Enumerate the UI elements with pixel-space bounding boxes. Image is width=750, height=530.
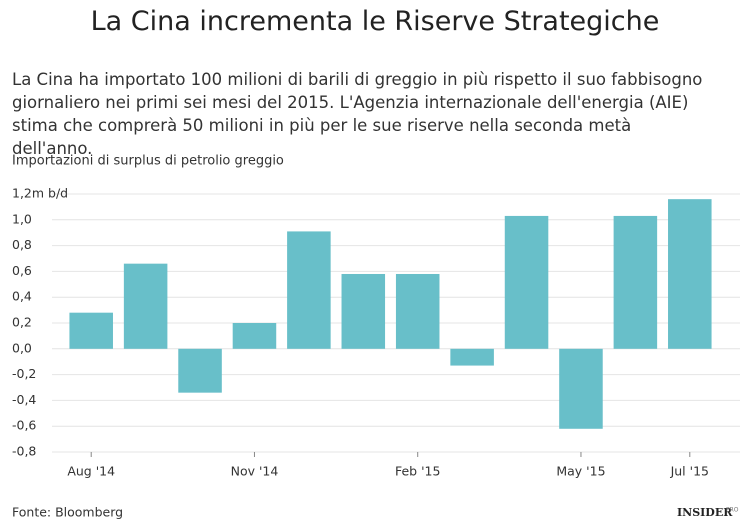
y-tick-label: 1,2m b/d xyxy=(12,186,68,201)
bar xyxy=(123,263,168,349)
brand: INSIDER xyxy=(677,506,733,519)
bar xyxy=(69,312,113,349)
bar xyxy=(287,231,331,349)
brand-sub: PRO xyxy=(726,507,739,514)
source: Fonte: Bloomberg xyxy=(12,505,123,520)
x-tick-label: Aug '14 xyxy=(67,464,115,479)
bar xyxy=(395,273,440,349)
x-tick-label: Feb '15 xyxy=(395,464,440,479)
x-tick-label: Nov '14 xyxy=(231,464,279,479)
y-tick-label: -0,2 xyxy=(12,366,36,381)
x-tick-label: Jul '15 xyxy=(670,464,709,479)
y-tick-label: 0,6 xyxy=(12,263,32,278)
y-tick-label: 1,0 xyxy=(12,211,32,226)
y-tick-label: -0,6 xyxy=(12,418,36,433)
chart-title: La Cina incrementa le Riserve Strategich… xyxy=(90,6,660,37)
y-tick-label: 0,4 xyxy=(12,289,32,304)
bar xyxy=(178,348,222,393)
y-tick-label: 0,8 xyxy=(12,237,32,252)
bar xyxy=(668,199,712,349)
y-tick-label: -0,8 xyxy=(12,444,36,459)
bar xyxy=(232,323,277,349)
bar xyxy=(613,215,658,349)
bar xyxy=(559,348,603,429)
bar xyxy=(341,273,386,349)
bar xyxy=(504,215,549,349)
chart-description: La Cina ha importato 100 milioni di bari… xyxy=(12,70,703,158)
bar xyxy=(450,348,494,366)
y-tick-label: 0,2 xyxy=(12,315,32,330)
x-tick-label: May '15 xyxy=(556,464,605,479)
y-tick-label: 0,0 xyxy=(12,340,32,355)
y-tick-label: -0,4 xyxy=(12,392,36,407)
y-axis-label: Importazioni di surplus di petrolio greg… xyxy=(12,154,284,169)
